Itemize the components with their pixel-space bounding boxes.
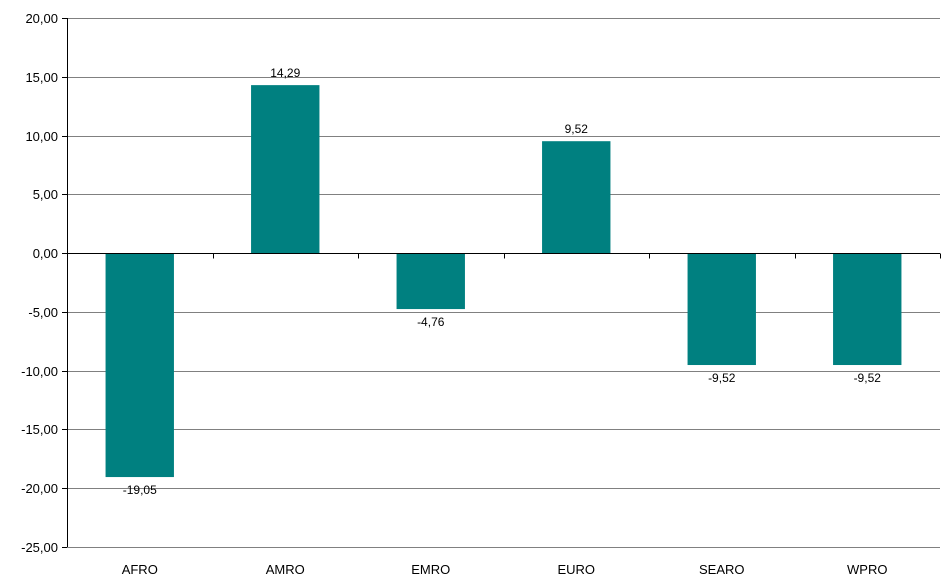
y-tick-label: -20,00 — [21, 481, 58, 496]
data-label: -9,52 — [854, 371, 882, 385]
bar-afro — [105, 253, 174, 478]
y-tick-label: -5,00 — [28, 305, 58, 320]
data-label: -4,76 — [417, 315, 445, 329]
y-tick-label: -10,00 — [21, 364, 58, 379]
data-label: -19,05 — [123, 483, 157, 497]
x-category-label: AMRO — [266, 562, 305, 577]
axes — [62, 18, 941, 548]
gridlines — [67, 18, 940, 548]
bar-emro — [396, 253, 465, 310]
bar-searo — [687, 253, 756, 366]
x-category-label: AFRO — [122, 562, 158, 577]
x-category-label: SEARO — [699, 562, 745, 577]
bar-amro — [251, 85, 320, 254]
y-tick-label: -15,00 — [21, 422, 58, 437]
y-tick-label: -25,00 — [21, 540, 58, 555]
data-label: 9,52 — [565, 122, 589, 136]
y-tick-label: 5,00 — [33, 187, 58, 202]
y-tick-label: 0,00 — [33, 246, 58, 261]
y-tick-label: 15,00 — [25, 70, 58, 85]
y-tick-label: 10,00 — [25, 129, 58, 144]
x-category-label: EURO — [557, 562, 595, 577]
bar-euro — [542, 141, 611, 254]
x-category-label: WPRO — [847, 562, 887, 577]
bar-wpro — [833, 253, 902, 366]
bars — [105, 85, 902, 478]
labels: 20,00 15,00 10,00 5,00 0,00 -5,00 -10,00 -15,00… — [21, 11, 887, 577]
data-label: -9,52 — [708, 371, 736, 385]
x-category-label: EMRO — [411, 562, 450, 577]
y-tick-label: 20,00 — [25, 11, 58, 26]
data-label: 14,29 — [270, 66, 300, 80]
